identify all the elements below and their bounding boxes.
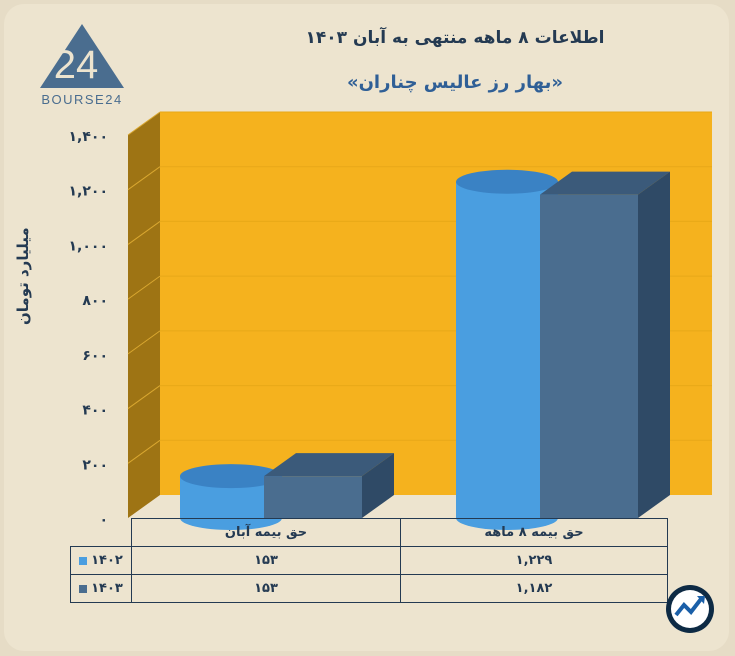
table-cell: ۱,۲۲۹ — [400, 546, 668, 575]
table-row: ۱۴۰۲ ۱۵۳ ۱,۲۲۹ — [70, 546, 668, 575]
legend-entry: ۱۴۰۳ — [70, 574, 132, 603]
trend-arrow-icon — [666, 585, 714, 633]
table-header-row: حق بیمه آبان حق بیمه ۸ ماهه — [70, 518, 668, 547]
y-tick-label: ۶۰۰ — [82, 348, 108, 364]
table-category-label: حق بیمه آبان — [131, 518, 401, 547]
bar-box — [540, 171, 670, 519]
y-tick-label: ۸۰۰ — [82, 293, 108, 309]
gridline — [127, 111, 161, 136]
legend-swatch — [79, 584, 88, 593]
gridline — [127, 221, 161, 245]
svg-text:24: 24 — [54, 43, 99, 87]
gridline — [127, 439, 161, 464]
bar-cylinder — [180, 464, 282, 530]
data-table: حق بیمه آبان حق بیمه ۸ ماهه ۱۴۰۲ ۱۵۳ ۱,۲… — [70, 518, 668, 603]
legend-swatch — [79, 556, 88, 565]
y-tick-label: ۱,۲۰۰ — [69, 184, 109, 200]
table-cell: ۱۵۳ — [131, 574, 401, 603]
chart-subtitle: «بهار رز عالیس چناران» — [346, 72, 564, 93]
gridline — [127, 330, 161, 355]
y-tick-label: ۴۰۰ — [82, 403, 108, 419]
bar-box — [264, 453, 394, 518]
y-tick-label: ۲۰۰ — [82, 457, 108, 473]
gridline — [127, 275, 161, 300]
svg-text:BOURSE24: BOURSE24 — [41, 92, 122, 107]
table-cell: ۱۵۳ — [131, 546, 401, 575]
gridline — [127, 385, 161, 409]
table-row: ۱۴۰۳ ۱۵۳ ۱,۱۸۲ — [70, 574, 668, 603]
bar-cylinder — [456, 169, 558, 531]
gridline — [127, 166, 161, 191]
bourse24-logo: 24 BOURSE24 — [40, 24, 124, 107]
legend-entry: ۱۴۰۲ — [70, 546, 132, 575]
y-tick-label: ۱,۰۰۰ — [69, 238, 109, 254]
table-cell: ۱,۱۸۲ — [400, 574, 668, 603]
plot-side-wall — [128, 112, 160, 518]
table-category-label: حق بیمه ۸ ماهه — [400, 518, 668, 547]
chart-title: اطلاعات ۸ ماهه منتهی به آبان ۱۴۰۳ — [305, 28, 605, 48]
y-tick-label: ۱,۴۰۰ — [69, 129, 109, 145]
